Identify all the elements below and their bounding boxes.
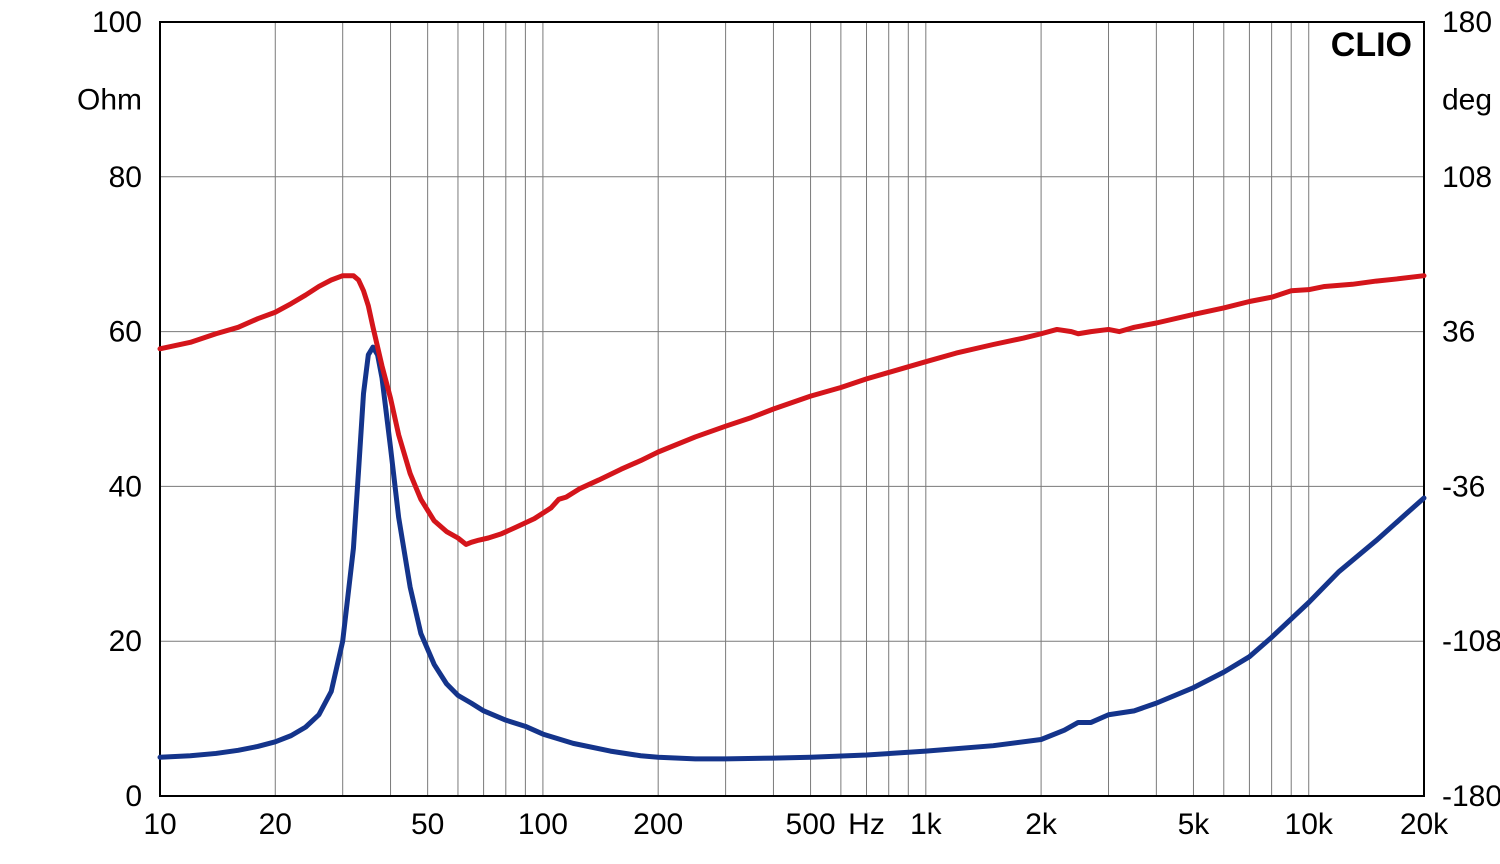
x-tick-label: 10 [143, 808, 176, 841]
y-left-tick-label: 0 [125, 780, 142, 813]
y-right-tick-label: 108 [1442, 161, 1492, 194]
x-tick-label: 2k [1025, 808, 1058, 841]
x-tick-label: 20 [259, 808, 292, 841]
y-left-tick-label: 100 [92, 6, 142, 39]
y-left-tick-label: 20 [109, 625, 142, 658]
y-right-tick-label: -180 [1442, 780, 1500, 813]
x-tick-label: 20k [1400, 808, 1449, 841]
x-axis-unit-label: Hz [848, 808, 885, 841]
y-right-tick-label: 36 [1442, 316, 1475, 349]
y-right-tick-label: 180 [1442, 6, 1492, 39]
y-left-unit-label: Ohm [77, 83, 142, 116]
y-left-tick-label: 40 [109, 470, 142, 503]
x-tick-label: 5k [1178, 808, 1211, 841]
impedance-phase-chart: 0 20 40 60 80 100 -180 -108 -36 36 108 180 10 20 50 100… [0, 0, 1500, 864]
chart-container: 0 20 40 60 80 100 -180 -108 -36 36 108 180 10 20 50 100… [0, 0, 1500, 864]
x-tick-label: 1k [910, 808, 943, 841]
x-tick-label: 50 [411, 808, 444, 841]
clio-watermark: CLIO [1331, 26, 1412, 64]
y-right-tick-label: -108 [1442, 625, 1500, 658]
x-tick-label: 200 [633, 808, 683, 841]
y-right-tick-label: -36 [1442, 470, 1485, 503]
y-right-unit-label: deg [1442, 83, 1492, 116]
y-left-tick-label: 80 [109, 161, 142, 194]
x-tick-label: 500 [786, 808, 836, 841]
x-tick-label: 10k [1285, 808, 1334, 841]
x-tick-label: 100 [518, 808, 568, 841]
y-left-tick-label: 60 [109, 316, 142, 349]
